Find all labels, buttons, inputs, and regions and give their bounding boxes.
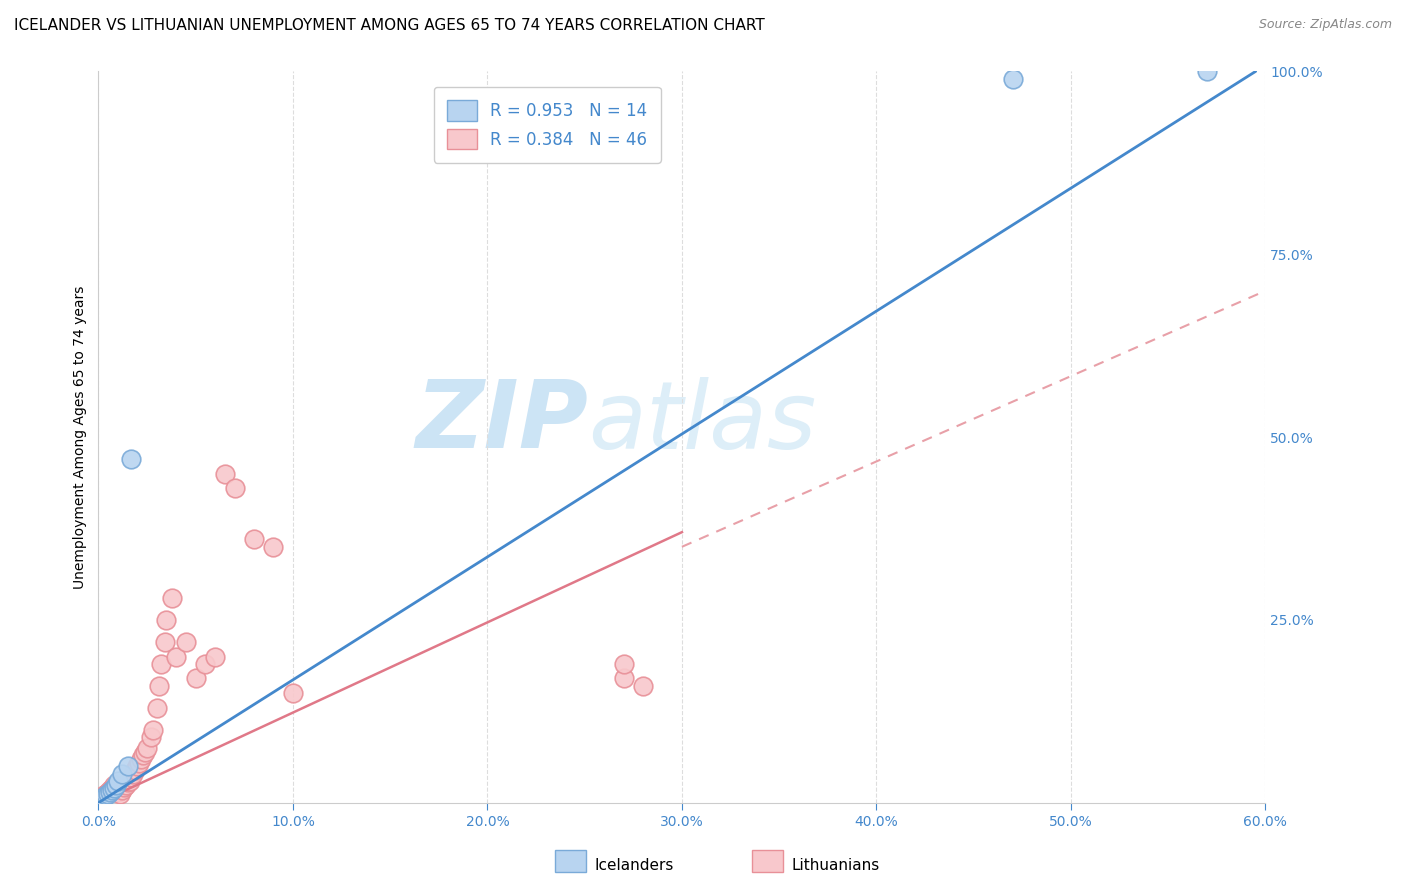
- Point: [155, 613, 177, 627]
- Point: [613, 672, 636, 686]
- Point: [132, 748, 155, 763]
- Point: [96, 787, 118, 801]
- Point: [631, 679, 654, 693]
- Point: [121, 452, 143, 467]
- Point: [112, 780, 135, 794]
- Point: [224, 481, 246, 495]
- Point: [107, 773, 129, 788]
- Point: [117, 775, 139, 789]
- Point: [97, 787, 120, 801]
- Point: [108, 787, 131, 801]
- Point: [107, 785, 129, 799]
- Point: [89, 792, 111, 806]
- Point: [142, 723, 165, 737]
- Point: [148, 679, 170, 693]
- Point: [162, 591, 184, 605]
- Point: [139, 730, 162, 744]
- Point: [91, 789, 114, 804]
- Point: [98, 785, 121, 799]
- Point: [93, 789, 115, 803]
- Point: [281, 686, 304, 700]
- Point: [129, 752, 152, 766]
- Point: [121, 770, 143, 784]
- Point: [184, 672, 207, 686]
- Point: [101, 781, 124, 796]
- Point: [136, 740, 159, 755]
- Y-axis label: Unemployment Among Ages 65 to 74 years: Unemployment Among Ages 65 to 74 years: [73, 285, 87, 589]
- Point: [146, 700, 169, 714]
- Point: [153, 635, 176, 649]
- Point: [96, 789, 118, 803]
- Point: [91, 792, 114, 806]
- Text: Lithuanians: Lithuanians: [792, 858, 880, 872]
- Point: [613, 657, 636, 671]
- Point: [93, 789, 115, 804]
- Point: [103, 781, 125, 796]
- Text: ICELANDER VS LITHUANIAN UNEMPLOYMENT AMONG AGES 65 TO 74 YEARS CORRELATION CHART: ICELANDER VS LITHUANIAN UNEMPLOYMENT AMO…: [14, 18, 765, 33]
- Point: [262, 540, 284, 554]
- Point: [243, 533, 266, 547]
- Point: [98, 782, 121, 797]
- Point: [118, 773, 141, 788]
- Text: Source: ZipAtlas.com: Source: ZipAtlas.com: [1258, 18, 1392, 31]
- Point: [103, 778, 125, 792]
- Point: [214, 467, 236, 481]
- Point: [1001, 71, 1024, 86]
- Point: [174, 635, 197, 649]
- Text: ZIP: ZIP: [416, 376, 589, 468]
- Point: [122, 766, 145, 780]
- Point: [149, 657, 172, 671]
- Text: atlas: atlas: [589, 377, 817, 468]
- Point: [117, 759, 139, 773]
- Point: [165, 649, 187, 664]
- Point: [128, 756, 150, 770]
- Point: [194, 657, 217, 671]
- Point: [124, 763, 146, 777]
- Point: [127, 759, 149, 773]
- Legend: R = 0.953   N = 14, R = 0.384   N = 46: R = 0.953 N = 14, R = 0.384 N = 46: [433, 87, 661, 162]
- Point: [104, 778, 127, 792]
- Point: [204, 649, 226, 664]
- Point: [134, 745, 156, 759]
- Point: [114, 778, 136, 792]
- Point: [97, 785, 120, 799]
- Text: Icelanders: Icelanders: [595, 858, 673, 872]
- Point: [104, 781, 127, 796]
- Point: [1195, 64, 1218, 78]
- Point: [111, 782, 134, 797]
- Point: [111, 766, 134, 780]
- Point: [101, 782, 124, 797]
